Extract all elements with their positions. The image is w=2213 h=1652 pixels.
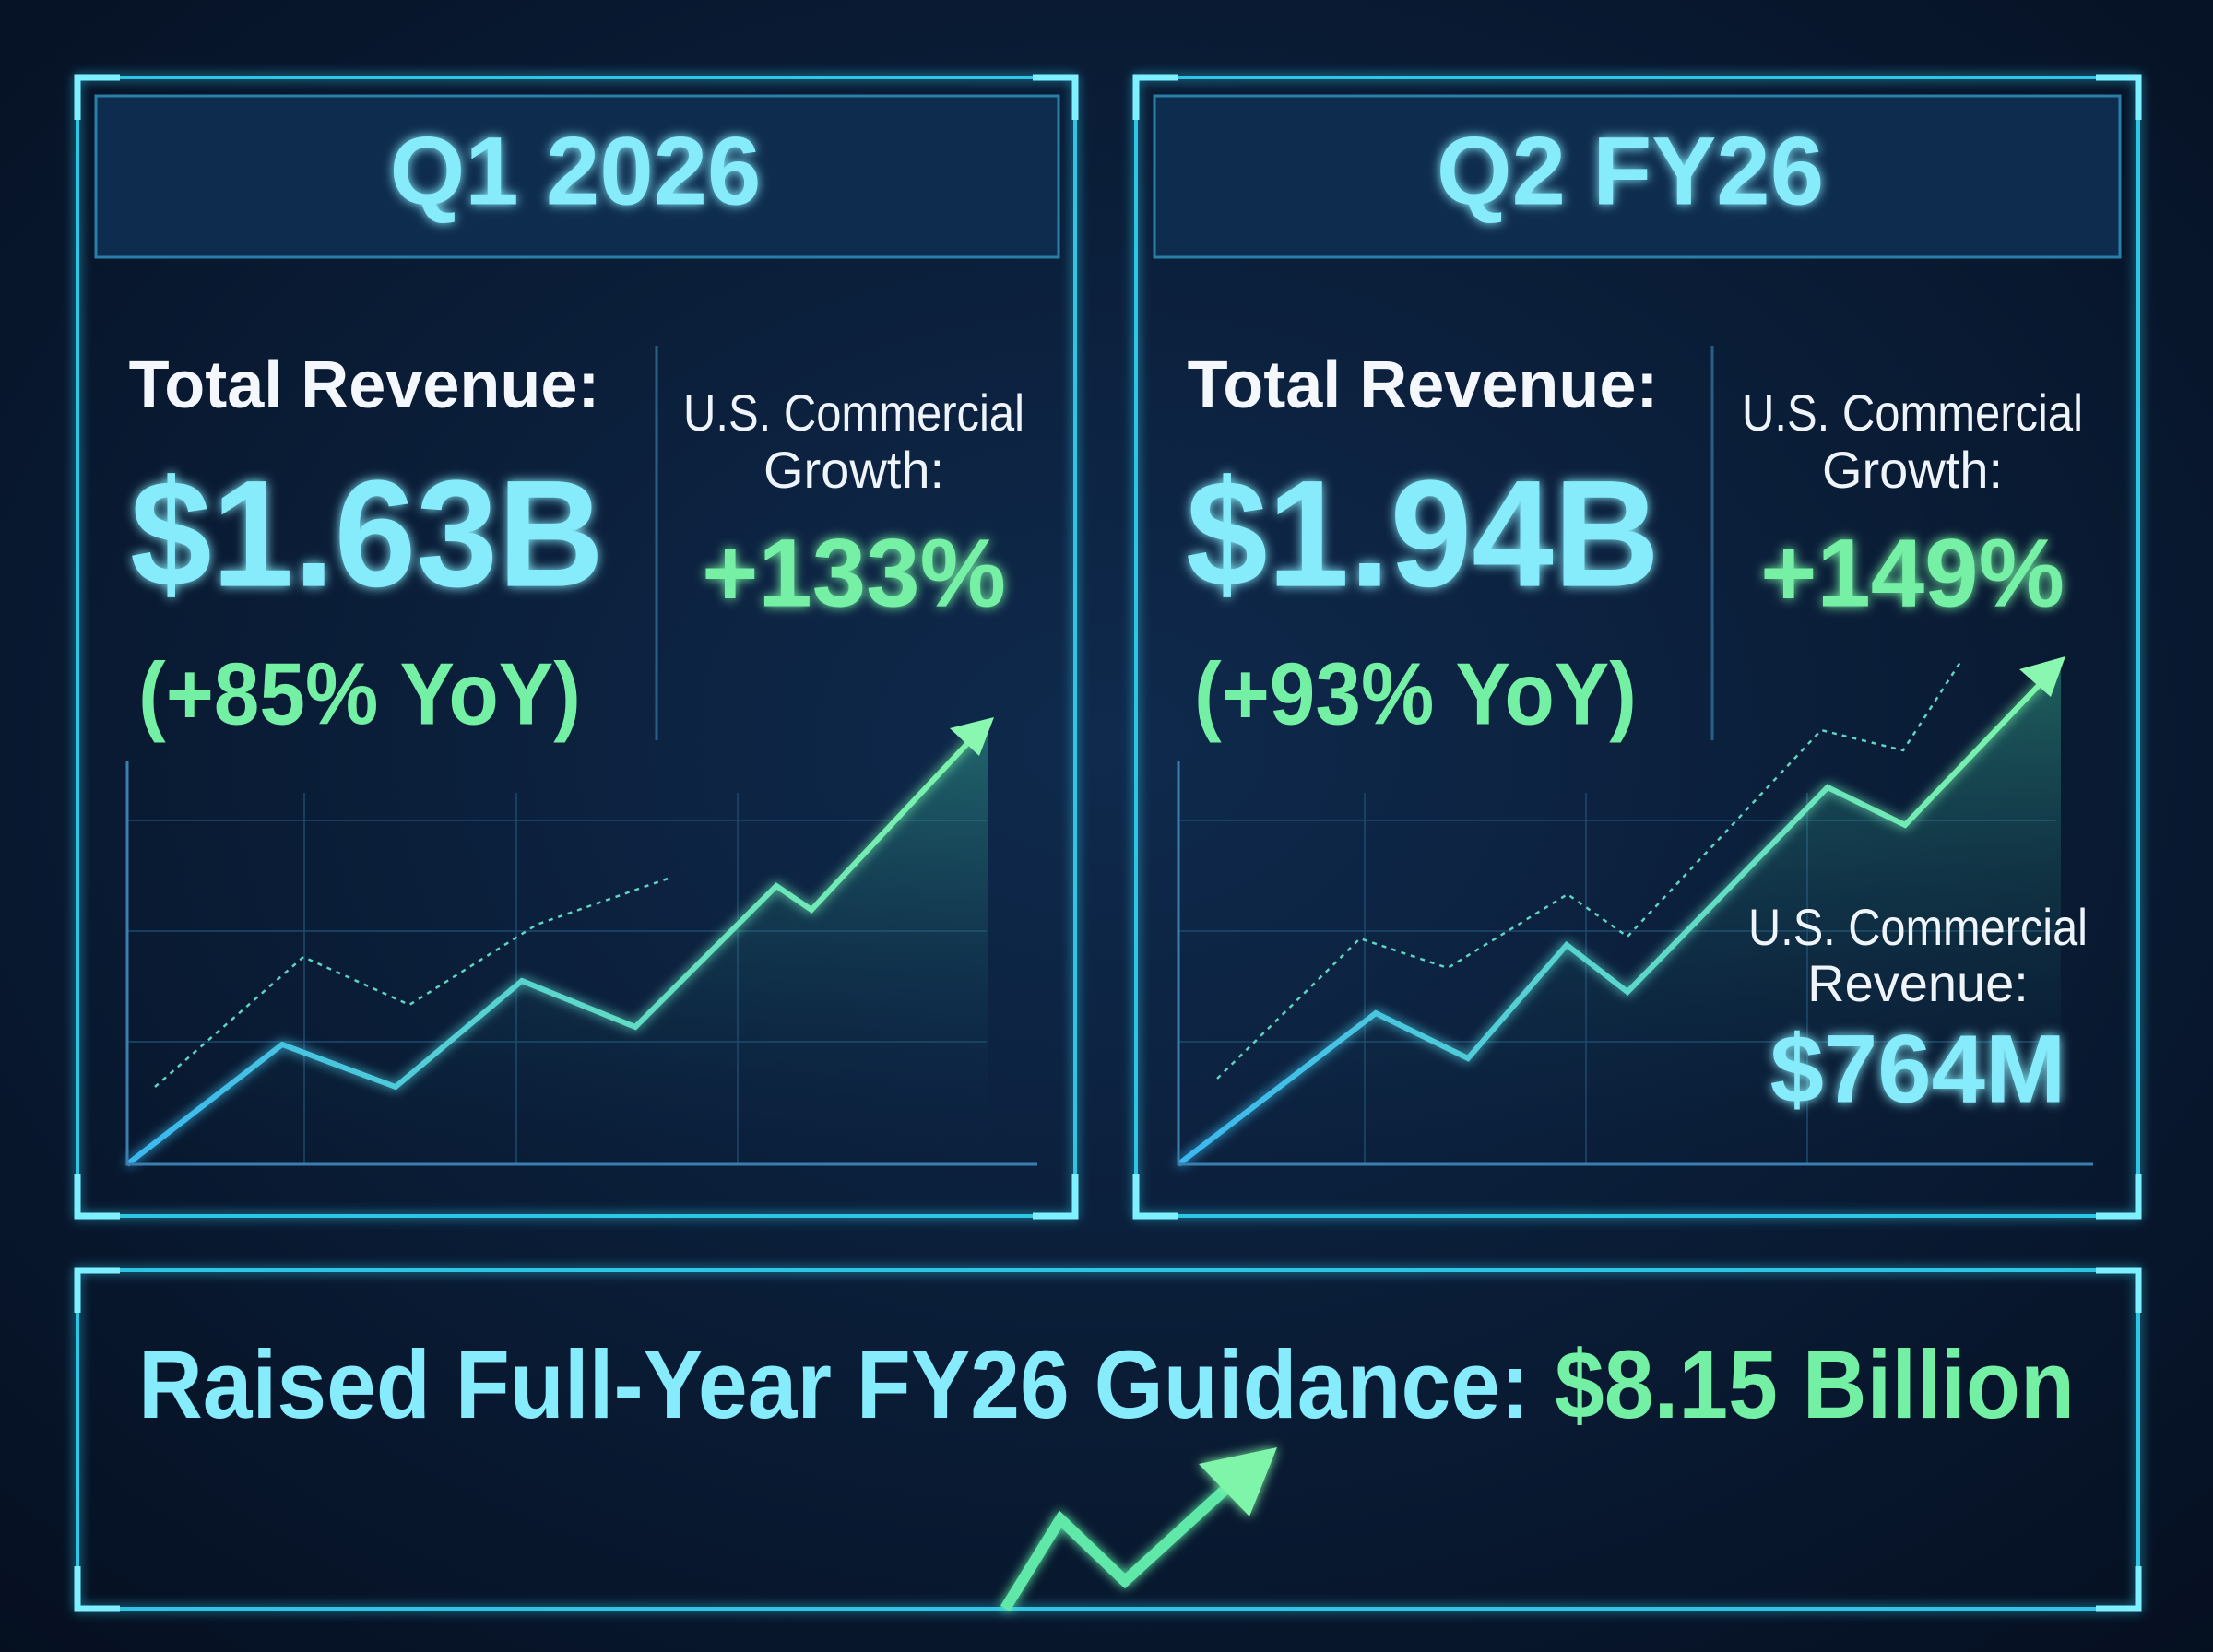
revenue-value: $1.63B — [130, 449, 604, 619]
banner-arrow-head — [1199, 1447, 1277, 1516]
growth-value: +133% — [702, 520, 1006, 628]
yoy-growth: (+85% YoY) — [138, 644, 581, 743]
trend-line — [1177, 672, 2052, 1167]
growth-label: U.S. Commercial — [1742, 384, 2083, 442]
banner-frame — [76, 1268, 2140, 1611]
panel-frame — [76, 76, 1077, 1218]
guidance-banner: Raised Full-Year FY26 Guidance: $8.15 Bi… — [74, 1267, 2142, 1612]
trend-arrow — [950, 717, 994, 756]
revenue-label: Total Revenue: — [1188, 348, 1659, 422]
banner-arrow — [1000, 1480, 1236, 1612]
trend-arrow — [2019, 656, 2065, 697]
commercial-revenue-value: $764M — [1769, 1016, 2065, 1124]
trend-line — [125, 730, 980, 1167]
panel-title: Q2 FY26 — [1437, 118, 1824, 226]
revenue-label: Total Revenue: — [129, 348, 600, 422]
chart-area — [127, 720, 988, 1164]
panel-q1: Q1 2026 Total Revenue: $1.63B (+85% YoY)… — [74, 74, 1079, 1220]
trend-dotted — [1216, 658, 1964, 1080]
growth-value: +149% — [1760, 520, 2065, 628]
growth-label: Growth: — [763, 441, 944, 499]
commercial-revenue-label: Revenue: — [1807, 954, 2029, 1012]
chart-axes — [1177, 761, 2093, 1166]
panel-title: Q1 2026 — [390, 118, 762, 226]
corner-accents — [74, 74, 1079, 1220]
guidance-value: $8.15 Billion — [1555, 1331, 2075, 1439]
guidance-label: Raised Full-Year FY26 Guidance: — [138, 1331, 1530, 1439]
panel-frame — [1134, 76, 2140, 1218]
trend-dotted — [154, 876, 671, 1088]
guidance-text: Raised Full-Year FY26 Guidance: $8.15 Bi… — [138, 1331, 2075, 1439]
chart-area — [1178, 663, 2061, 1164]
chart-axes — [125, 761, 1037, 1166]
commercial-revenue-label: U.S. Commercial — [1748, 898, 2088, 956]
growth-label: U.S. Commercial — [683, 384, 1024, 442]
title-box — [1153, 94, 2122, 259]
corner-accents — [74, 1267, 2142, 1612]
corner-accents — [1132, 74, 2142, 1220]
revenue-value: $1.94B — [1186, 449, 1660, 619]
yoy-growth: (+93% YoY) — [1194, 644, 1637, 743]
panel-q2: Q2 FY26 Total Revenue: $1.94B (+93% YoY)… — [1132, 74, 2142, 1220]
title-box — [94, 94, 1060, 259]
growth-label: Growth: — [1822, 441, 2003, 499]
